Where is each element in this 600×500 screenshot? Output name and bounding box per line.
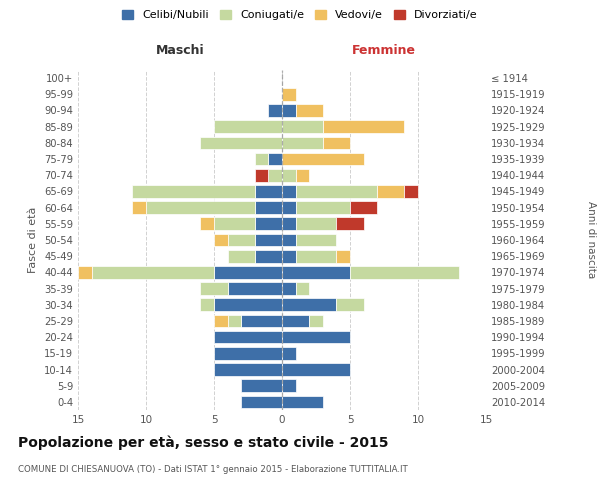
Bar [296, 202, 350, 214]
Bar [255, 185, 282, 198]
Bar [282, 347, 296, 360]
Bar [282, 250, 296, 262]
Bar [133, 202, 146, 214]
Bar [133, 185, 255, 198]
Text: Anni di nascita: Anni di nascita [586, 202, 596, 278]
Bar [282, 136, 323, 149]
Bar [227, 250, 255, 262]
Bar [350, 202, 377, 214]
Bar [146, 202, 255, 214]
Bar [377, 185, 404, 198]
Bar [309, 314, 323, 328]
Text: Maschi: Maschi [155, 44, 205, 58]
Bar [296, 218, 337, 230]
Bar [227, 314, 241, 328]
Bar [296, 185, 377, 198]
Bar [241, 314, 282, 328]
Bar [337, 218, 364, 230]
Bar [268, 104, 282, 117]
Bar [268, 169, 282, 181]
Bar [214, 331, 282, 344]
Bar [282, 202, 296, 214]
Bar [227, 282, 282, 295]
Bar [296, 234, 337, 246]
Bar [200, 298, 214, 311]
Bar [241, 396, 282, 408]
Text: Popolazione per età, sesso e stato civile - 2015: Popolazione per età, sesso e stato civil… [18, 435, 389, 450]
Bar [282, 185, 296, 198]
Bar [255, 250, 282, 262]
Bar [200, 136, 282, 149]
Bar [282, 363, 350, 376]
Bar [214, 120, 282, 133]
Bar [255, 234, 282, 246]
Bar [296, 169, 309, 181]
Bar [282, 120, 323, 133]
Bar [282, 169, 296, 181]
Bar [214, 234, 227, 246]
Bar [255, 152, 268, 166]
Bar [323, 136, 350, 149]
Bar [282, 152, 364, 166]
Bar [296, 104, 323, 117]
Bar [282, 396, 323, 408]
Bar [296, 250, 337, 262]
Bar [268, 152, 282, 166]
Bar [200, 282, 227, 295]
Bar [214, 314, 227, 328]
Bar [214, 218, 255, 230]
Text: COMUNE DI CHIESANUOVA (TO) - Dati ISTAT 1° gennaio 2015 - Elaborazione TUTTITALI: COMUNE DI CHIESANUOVA (TO) - Dati ISTAT … [18, 465, 408, 474]
Bar [296, 282, 309, 295]
Legend: Celibi/Nubili, Coniugati/e, Vedovi/e, Divorziati/e: Celibi/Nubili, Coniugati/e, Vedovi/e, Di… [118, 6, 482, 25]
Bar [282, 314, 309, 328]
Bar [337, 298, 364, 311]
Bar [282, 88, 296, 101]
Bar [255, 218, 282, 230]
Bar [92, 266, 214, 278]
Bar [282, 331, 350, 344]
Bar [282, 282, 296, 295]
Bar [255, 202, 282, 214]
Bar [282, 218, 296, 230]
Bar [282, 380, 296, 392]
Y-axis label: Fasce di età: Fasce di età [28, 207, 38, 273]
Bar [214, 298, 282, 311]
Bar [255, 169, 268, 181]
Bar [282, 266, 350, 278]
Bar [337, 250, 350, 262]
Bar [404, 185, 418, 198]
Text: Femmine: Femmine [352, 44, 416, 58]
Bar [350, 266, 459, 278]
Bar [323, 120, 404, 133]
Bar [241, 380, 282, 392]
Bar [214, 347, 282, 360]
Bar [282, 298, 337, 311]
Bar [78, 266, 92, 278]
Bar [282, 234, 296, 246]
Bar [227, 234, 255, 246]
Bar [214, 266, 282, 278]
Bar [200, 218, 214, 230]
Bar [214, 363, 282, 376]
Bar [282, 104, 296, 117]
